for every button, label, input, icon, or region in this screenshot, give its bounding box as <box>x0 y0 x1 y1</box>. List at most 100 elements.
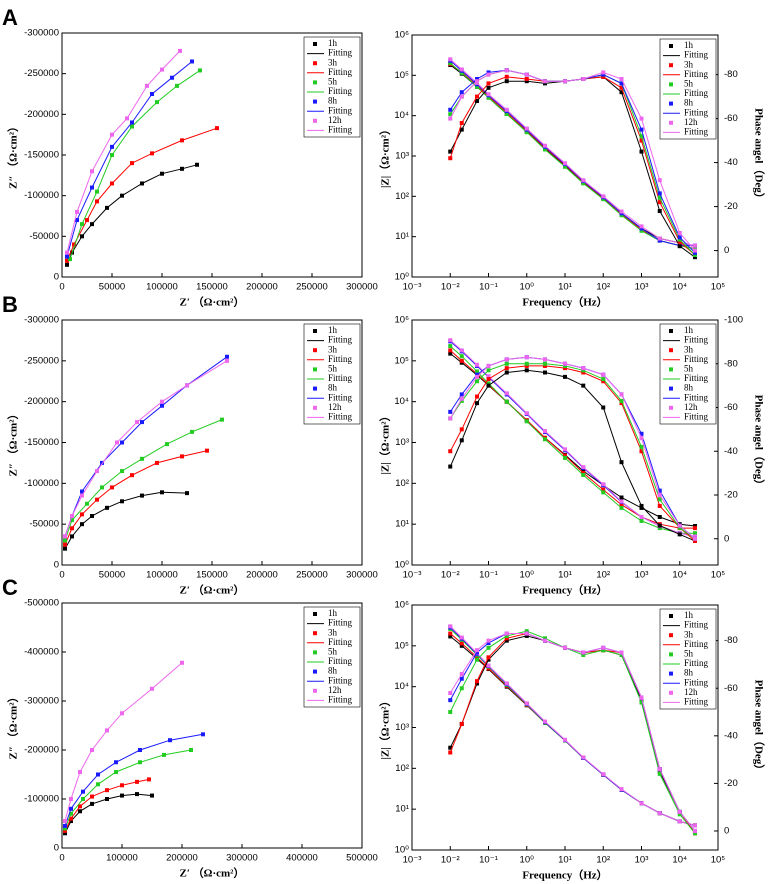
data-point <box>150 686 154 691</box>
data-point <box>692 253 697 257</box>
legend-label: Fitting <box>328 124 353 134</box>
data-point <box>542 361 547 366</box>
legend-marker <box>313 99 317 104</box>
data-point <box>474 401 479 406</box>
legend-label: 3h <box>328 344 338 354</box>
data-point <box>524 77 529 81</box>
data-point <box>63 534 67 539</box>
bode-plot: 10⁻³ 10⁻² 10⁻¹ 10⁰ 10¹ 10² 10³ 10⁴ 10⁵ 10⁰ 10¹ 10² 1… <box>379 30 766 309</box>
fit-line <box>69 69 201 260</box>
y-tick-label: -100000 <box>24 190 59 201</box>
y-tick-label: 10⁰ <box>395 560 410 571</box>
data-point <box>542 370 547 375</box>
y-tick-label: 0 <box>54 272 59 283</box>
data-point <box>581 366 586 371</box>
data-point <box>601 74 606 79</box>
data-point <box>692 248 697 253</box>
data-point <box>581 178 586 183</box>
panel-label: A <box>2 5 18 30</box>
data-point <box>563 366 567 371</box>
y-tick-label: 10⁶ <box>395 30 410 41</box>
data-point <box>120 440 124 445</box>
legend-label: Fitting <box>684 126 709 136</box>
legend-marker <box>669 405 673 410</box>
data-point <box>474 84 479 89</box>
y-tick-label: -150000 <box>24 150 59 161</box>
data-point <box>601 405 606 410</box>
fit-line <box>64 749 192 829</box>
fit-line <box>449 76 696 258</box>
x-tick-label: 10¹ <box>558 855 572 866</box>
y-tick-label: -300000 <box>24 315 59 326</box>
data-point <box>448 409 453 414</box>
data-point <box>474 79 479 84</box>
y-tick-label: -150000 <box>24 437 59 448</box>
data-point <box>657 191 662 196</box>
legend-label: 5h <box>328 363 338 373</box>
data-point <box>504 68 509 73</box>
legend-label: Fitting <box>684 335 709 345</box>
data-point <box>130 120 134 125</box>
legend-label: Fitting <box>684 392 709 402</box>
x-tick-label: 10⁴ <box>672 282 687 293</box>
data-point <box>639 700 644 705</box>
data-point <box>125 116 129 121</box>
y-tick-label: -250000 <box>24 68 59 79</box>
legend-marker <box>669 386 673 391</box>
legend-label: Fitting <box>328 335 353 345</box>
data-point <box>601 194 606 199</box>
y-tick-label: 10¹ <box>395 519 409 530</box>
data-point <box>140 456 144 461</box>
y-tick-label: -200000 <box>24 745 59 756</box>
legend-marker <box>669 329 673 333</box>
y-tick-label: 10⁶ <box>395 600 410 611</box>
data-point <box>120 193 124 198</box>
fit-line <box>449 363 696 540</box>
y-tick-label: 10⁵ <box>394 70 409 81</box>
data-point <box>486 645 491 650</box>
y-tick-label: -50000 <box>29 231 59 242</box>
data-point <box>105 505 109 510</box>
data-point <box>155 100 159 105</box>
x-tick-label: 10⁻² <box>441 570 460 581</box>
data-point <box>504 631 509 636</box>
data-point <box>63 828 67 833</box>
y-tick-label: 10⁵ <box>394 355 409 366</box>
data-point <box>120 783 124 788</box>
data-point <box>189 748 193 752</box>
data-point <box>96 782 100 787</box>
data-point <box>90 794 94 799</box>
data-point <box>692 524 697 529</box>
y-tick-label: 10³ <box>395 151 409 162</box>
data-point <box>70 518 74 523</box>
legend-marker <box>669 614 673 618</box>
data-point <box>105 797 109 801</box>
y2-tick-label: 0 <box>724 825 729 836</box>
data-point <box>459 398 464 403</box>
legend-marker <box>313 61 317 66</box>
data-point <box>190 429 194 434</box>
y-axis-label: Z″ （Ω·cm²） <box>7 121 20 189</box>
data-point <box>601 645 606 650</box>
fit-line <box>64 356 228 537</box>
data-point <box>448 624 453 629</box>
data-point <box>69 819 73 824</box>
data-point <box>80 489 84 494</box>
y-tick-label: 10⁶ <box>395 315 410 326</box>
x-tick-label: 100000 <box>106 853 138 864</box>
data-point <box>657 178 662 183</box>
data-point <box>542 363 547 368</box>
data-point <box>486 377 491 382</box>
legend-label: 1h <box>328 38 338 48</box>
legend-label: Fitting <box>684 677 709 687</box>
data-point <box>160 490 164 495</box>
data-point <box>459 354 464 359</box>
data-point <box>563 79 567 84</box>
data-point <box>486 368 491 373</box>
data-point <box>542 429 547 434</box>
y2-axis-label: Phase angel（Deg） <box>752 108 765 204</box>
data-point <box>63 823 67 828</box>
data-point <box>448 416 453 421</box>
x-axis-label: Z′ （Ω·cm²） <box>179 584 244 597</box>
data-point <box>619 392 624 397</box>
